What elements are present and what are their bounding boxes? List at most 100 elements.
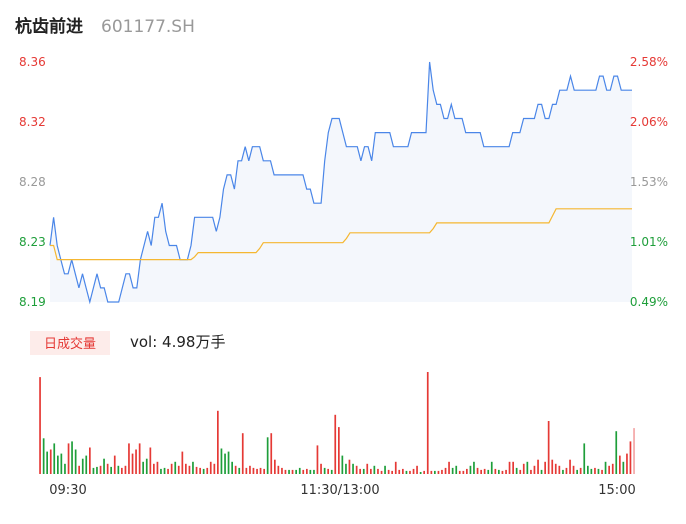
volume-bar (590, 468, 593, 474)
volume-bar (530, 469, 532, 474)
volume-bar (89, 447, 91, 474)
volume-bar (220, 448, 223, 474)
volume-bar (565, 467, 568, 474)
volume-bar (458, 470, 461, 474)
volume-bar (103, 458, 105, 474)
volume-bar (622, 461, 625, 474)
volume-bar (259, 467, 262, 474)
volume-bar (106, 463, 109, 474)
volume-bar (167, 468, 169, 474)
volume-bar (188, 465, 191, 474)
volume-bar (206, 467, 209, 474)
volume-bar (597, 468, 600, 474)
volume-bar (313, 469, 315, 474)
volume-bar (291, 469, 294, 474)
volume-bar (501, 470, 504, 474)
volume-bar (366, 463, 369, 474)
volume-bar (185, 463, 187, 474)
volume-bar (42, 438, 45, 474)
volume-bar (74, 449, 77, 474)
volume-bar (587, 465, 589, 474)
volume-panel (39, 372, 635, 474)
volume-bar (341, 455, 344, 474)
volume-bar (629, 441, 632, 474)
volume-bar (46, 451, 48, 474)
volume-bar (263, 468, 265, 474)
volume-bar (170, 463, 173, 474)
volume-bar (234, 465, 237, 474)
volume-bar (231, 461, 233, 474)
volume-bar (160, 468, 162, 474)
volume-bar (181, 451, 184, 474)
volume-bar (430, 470, 433, 474)
volume-bar (277, 465, 280, 474)
volume-bar (213, 463, 216, 474)
time-tick-label: 15:00 (598, 483, 635, 498)
volume-bar (217, 410, 219, 474)
volume-bar (405, 470, 408, 474)
volume-bar (522, 463, 525, 474)
volume-bar (558, 465, 561, 474)
volume-bar (348, 459, 351, 474)
volume-bar (394, 461, 397, 474)
volume-bar (156, 461, 159, 474)
stock-name: 杭齿前进 (15, 16, 83, 37)
volume-bar (604, 461, 607, 474)
volume-bar (494, 468, 497, 474)
volume-badge-label: 日成交量 (44, 336, 96, 352)
volume-bar (526, 461, 529, 474)
volume-bar (345, 463, 347, 474)
volume-bar (387, 469, 390, 474)
volume-bar (121, 467, 123, 474)
volume-bar (515, 467, 518, 474)
volume-bar (256, 468, 258, 474)
volume-bar (110, 466, 112, 474)
volume-bar (498, 469, 500, 474)
volume-bar (138, 443, 141, 474)
volume-bar (352, 463, 354, 474)
volume-bar (274, 459, 276, 474)
volume-bar (266, 437, 269, 474)
price-tick-label: 8.36 (19, 55, 46, 69)
volume-bar (505, 469, 507, 474)
time-tick-label: 11:30/13:00 (300, 483, 379, 498)
volume-bar (192, 461, 194, 474)
volume-bar (476, 467, 479, 474)
volume-bar (615, 431, 618, 474)
volume-bar (540, 469, 543, 474)
volume-bar (298, 467, 301, 474)
volume-bar (334, 414, 337, 474)
volume-bar (569, 459, 571, 474)
volume-bar (177, 465, 180, 474)
volume-bar (49, 449, 52, 474)
price-tick-label: 8.19 (19, 295, 46, 309)
volume-bar (96, 466, 98, 474)
volume-bar (434, 470, 436, 474)
volume-bar (490, 461, 493, 474)
percent-tick-label: 1.53% (630, 175, 668, 189)
volume-bar (508, 461, 511, 474)
volume-bar (53, 443, 56, 474)
volume-bar (469, 465, 472, 474)
volume-bar (626, 453, 628, 474)
time-axis-labels: 09:30 11:30/13:00 15:00 (49, 483, 635, 498)
volume-bar (377, 468, 379, 474)
volume-bar (71, 441, 73, 474)
volume-bar (81, 458, 84, 474)
volume-bar (619, 455, 621, 474)
volume-bar (583, 443, 586, 474)
volume-readout: vol: 4.98万手 (130, 333, 225, 351)
volume-bar (238, 467, 241, 474)
volume-bar (199, 467, 201, 474)
volume-bar (359, 468, 361, 474)
volume-bar (57, 455, 59, 474)
percent-tick-label: 0.49% (630, 295, 668, 309)
volume-bar (39, 377, 41, 474)
price-axis-labels: 8.36 8.32 8.28 8.23 8.19 (19, 55, 46, 309)
volume-bar (295, 469, 297, 474)
volume-bar (227, 451, 230, 474)
volume-bar (309, 469, 312, 474)
volume-bar (153, 463, 155, 474)
volume-bar (135, 449, 137, 474)
volume-bar (554, 463, 557, 474)
